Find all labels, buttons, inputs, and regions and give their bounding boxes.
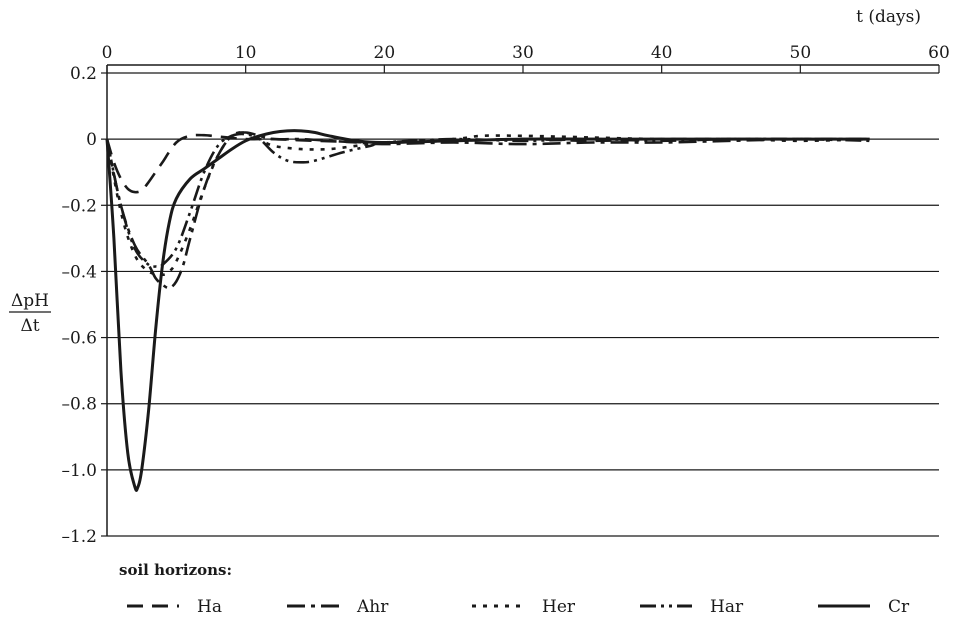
y-tick-label: 0 xyxy=(86,130,97,150)
x-tick-label: 20 xyxy=(374,43,396,63)
x-tick-label: 30 xyxy=(512,43,534,63)
legend-label-ha: Ha xyxy=(197,597,222,617)
x-tick-label: 50 xyxy=(790,43,812,63)
grid-lines xyxy=(107,72,939,537)
y-tick-label: –0.4 xyxy=(61,262,97,282)
y-axis-title-numerator: ΔpH xyxy=(11,291,49,311)
legend-label-ahr: Ahr xyxy=(356,597,389,617)
x-axis-title: t (days) xyxy=(856,7,921,27)
y-tick-label: –1.0 xyxy=(61,461,97,481)
legend-label-cr: Cr xyxy=(888,597,910,617)
x-tick-label: 40 xyxy=(651,43,673,63)
y-tick-label: –0.8 xyxy=(61,395,97,415)
x-tick-label: 60 xyxy=(928,43,950,63)
y-tick-label: 0.2 xyxy=(70,64,97,84)
legend-label-har: Har xyxy=(710,597,744,617)
x-tick-label: 0 xyxy=(102,43,113,63)
series-line-her xyxy=(105,130,870,276)
y-axis-ticks: 0.2 0 –0.2 –0.4 –0.6 –0.8 –1.0 –1.2 xyxy=(61,64,107,547)
series-line-har xyxy=(105,132,870,269)
y-tick-label: –0.2 xyxy=(61,196,97,216)
series-line-ha xyxy=(105,133,870,194)
y-tick-label: –1.2 xyxy=(61,527,97,547)
y-tick-label: –0.6 xyxy=(61,329,97,349)
y-axis-title: ΔpH Δt xyxy=(9,291,51,336)
series-layer xyxy=(105,129,870,492)
y-axis-title-denominator: Δt xyxy=(20,316,39,336)
x-axis-ticks: 0 10 20 30 40 50 60 xyxy=(102,43,950,73)
legend: Ha Ahr Her Har Cr xyxy=(127,597,910,617)
legend-title: soil horizons: xyxy=(119,561,232,579)
x-tick-label: 10 xyxy=(235,43,257,63)
legend-label-her: Her xyxy=(542,597,576,617)
series-line-cr xyxy=(105,129,870,492)
